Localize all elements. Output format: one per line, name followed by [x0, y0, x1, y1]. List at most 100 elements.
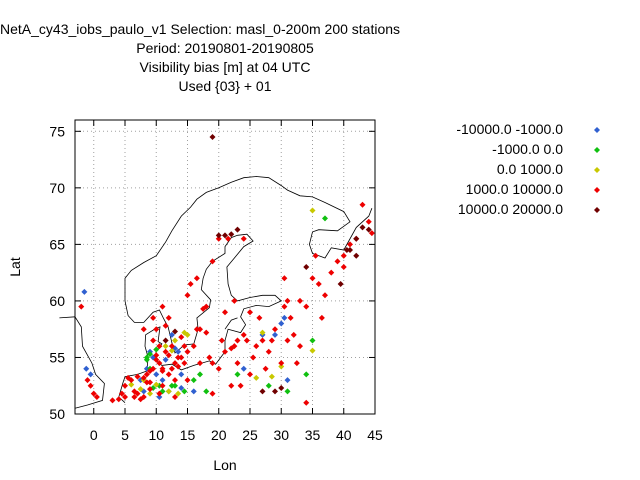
legend-label: 0.0 1000.0: [497, 161, 563, 177]
data-point: [231, 343, 238, 350]
data-point: [193, 326, 200, 333]
data-point: [181, 343, 188, 350]
data-point: [278, 360, 285, 367]
legend-marker: [594, 187, 600, 193]
data-point: [234, 337, 241, 344]
data-point: [175, 390, 182, 397]
data-point: [168, 343, 175, 350]
data-point: [368, 230, 375, 237]
data-point: [259, 337, 266, 344]
data-point: [143, 371, 150, 378]
data-point: [353, 235, 360, 242]
data-point: [272, 326, 278, 333]
data-point: [84, 377, 91, 384]
data-point: [193, 275, 200, 282]
data-point: [256, 314, 263, 321]
data-point: [222, 348, 228, 355]
data-point: [247, 309, 253, 316]
data-point: [309, 347, 316, 354]
y-tick-label: 55: [49, 349, 65, 365]
data-point: [247, 371, 253, 378]
data-point: [150, 337, 157, 344]
legend: -10000.0 -1000.0 -1000.0 0.0 0.0 1000.0 100…: [456, 121, 600, 217]
y-tick-label: 65: [49, 236, 65, 252]
x-tick-label: 20: [211, 427, 227, 443]
y-tick-label: 60: [49, 293, 65, 309]
legend-marker: [594, 127, 600, 133]
x-tick-label: 45: [367, 427, 383, 443]
data-point: [215, 365, 222, 372]
coastline: [224, 317, 238, 330]
data-point: [231, 297, 238, 304]
data-point: [137, 386, 144, 393]
data-point: [153, 346, 160, 353]
data-point: [265, 382, 272, 389]
legend-label: -10000.0 -1000.0: [456, 121, 563, 137]
x-tick-label: 30: [273, 427, 289, 443]
data-point: [237, 382, 244, 389]
data-point: [162, 356, 169, 363]
data-point: [181, 388, 188, 395]
data-point: [293, 360, 300, 367]
data-point: [365, 226, 372, 233]
data-point: [268, 337, 275, 344]
data-point: [287, 314, 294, 321]
data-point: [140, 374, 147, 381]
data-point: [281, 275, 288, 282]
y-axis-ticks: 50 55 60 65 70 75: [49, 123, 375, 422]
data-point: [328, 269, 335, 276]
data-point: [153, 371, 160, 378]
data-point: [153, 381, 160, 388]
data-point: [172, 328, 178, 335]
data-point: [78, 303, 85, 310]
x-tick-label: 0: [90, 427, 98, 443]
data-point: [168, 331, 175, 338]
data-point: [347, 247, 353, 254]
data-point: [215, 235, 222, 242]
data-point: [353, 252, 360, 259]
data-point: [162, 348, 169, 355]
data-point: [309, 207, 316, 214]
data-point: [240, 365, 247, 372]
data-point: [297, 343, 303, 350]
data-point: [268, 373, 275, 380]
data-point: [209, 390, 216, 397]
data-point: [206, 354, 213, 361]
y-axis-label: Lat: [7, 257, 23, 277]
data-point: [172, 377, 178, 384]
data-point: [315, 280, 322, 287]
data-point: [281, 303, 288, 310]
data-point: [309, 275, 316, 282]
data-point: [190, 343, 197, 350]
legend-marker: [594, 167, 600, 173]
data-point: [93, 394, 100, 401]
data-point: [250, 354, 257, 361]
data-point: [203, 303, 210, 310]
data-point: [359, 201, 366, 208]
data-point: [165, 371, 172, 378]
x-tick-label: 15: [180, 427, 196, 443]
data-point: [340, 264, 347, 270]
plot-area: [74, 119, 376, 415]
data-point: [175, 354, 182, 361]
data-point: [143, 356, 150, 363]
x-axis-ticks: 0 5 10 15 20 25 30 35 40 45: [90, 120, 383, 443]
data-point: [278, 320, 285, 327]
data-point: [134, 390, 141, 397]
data-point: [115, 396, 122, 403]
data-point: [272, 331, 278, 338]
data-point: [150, 365, 157, 372]
data-point: [190, 388, 197, 395]
data-point: [165, 388, 172, 395]
data-point: [234, 371, 241, 378]
y-tick-label: 75: [49, 123, 65, 139]
data-point: [240, 235, 247, 242]
data-point: [303, 303, 310, 310]
data-point: [290, 331, 297, 338]
title-line: Visibility bias [m] at 04 UTC: [140, 59, 311, 75]
data-point: [147, 386, 153, 393]
chart-title: NetA_cy43_iobs_paulo_v1 Selection: masl_…: [0, 21, 400, 94]
data-point: [81, 288, 88, 295]
data-point: [243, 337, 250, 344]
data-point: [178, 354, 185, 361]
